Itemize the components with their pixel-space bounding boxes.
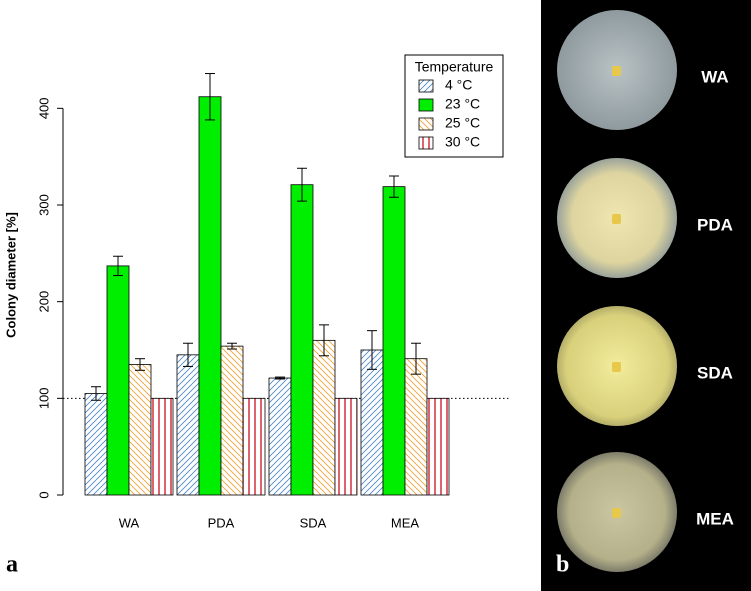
- bar: [176, 354, 200, 496]
- legend-swatch: [418, 98, 434, 112]
- plate-label: MEA: [696, 509, 734, 528]
- error-bar: [275, 376, 285, 380]
- y-tick-label: 100: [36, 387, 51, 409]
- bar: [198, 96, 222, 496]
- y-tick-label: 200: [36, 291, 51, 313]
- error-bar: [319, 324, 329, 357]
- y-tick-label: 0: [36, 491, 51, 498]
- legend-label: 25 °C: [445, 115, 480, 131]
- y-axis-title: Colony diameter [%]: [3, 212, 18, 338]
- inoculum: [612, 508, 621, 518]
- x-tick-label: WA: [119, 515, 140, 530]
- x-tick-label: MEA: [391, 515, 420, 530]
- x-tick-label: SDA: [300, 515, 327, 530]
- bar: [128, 364, 152, 496]
- legend-label: 23 °C: [445, 96, 480, 112]
- inoculum: [612, 66, 621, 76]
- legend-swatch: [418, 136, 434, 150]
- plate-label: PDA: [697, 215, 733, 234]
- legend-swatch: [418, 79, 434, 93]
- error-bar: [227, 342, 237, 350]
- bar: [334, 397, 358, 496]
- error-bar: [411, 342, 421, 375]
- bar: [312, 339, 336, 496]
- error-bar: [205, 73, 215, 121]
- bar: [106, 265, 130, 496]
- inoculum: [612, 362, 621, 372]
- error-bar: [297, 167, 307, 202]
- bar: [290, 184, 314, 496]
- error-bar: [91, 386, 101, 401]
- legend-label: 4 °C: [445, 77, 472, 93]
- bar: [220, 345, 244, 496]
- panel-label: a: [6, 552, 18, 578]
- bar: [84, 393, 108, 496]
- bar: [404, 358, 428, 496]
- legend-label: 30 °C: [445, 134, 480, 150]
- error-bar: [113, 255, 123, 277]
- error-bar: [367, 330, 377, 370]
- y-tick-label: 400: [36, 97, 51, 119]
- bar: [150, 397, 174, 496]
- error-bar: [389, 175, 399, 198]
- y-tick-label: 300: [36, 194, 51, 216]
- inoculum: [612, 214, 621, 224]
- bar: [268, 377, 292, 496]
- plate-label: SDA: [697, 363, 733, 382]
- bar: [242, 397, 266, 496]
- error-bar: [183, 342, 193, 367]
- legend: Temperature 4 °C 23 °C 25 °C 30 °C: [404, 54, 504, 158]
- bar: [382, 186, 406, 496]
- plate-label: WA: [701, 67, 728, 86]
- bar: [360, 349, 384, 496]
- legend-swatch: [418, 117, 434, 131]
- panel-label: b: [556, 552, 569, 578]
- x-tick-label: PDA: [208, 515, 235, 530]
- legend-title: Temperature: [415, 59, 494, 75]
- bar: [426, 397, 450, 496]
- error-bar: [135, 358, 145, 371]
